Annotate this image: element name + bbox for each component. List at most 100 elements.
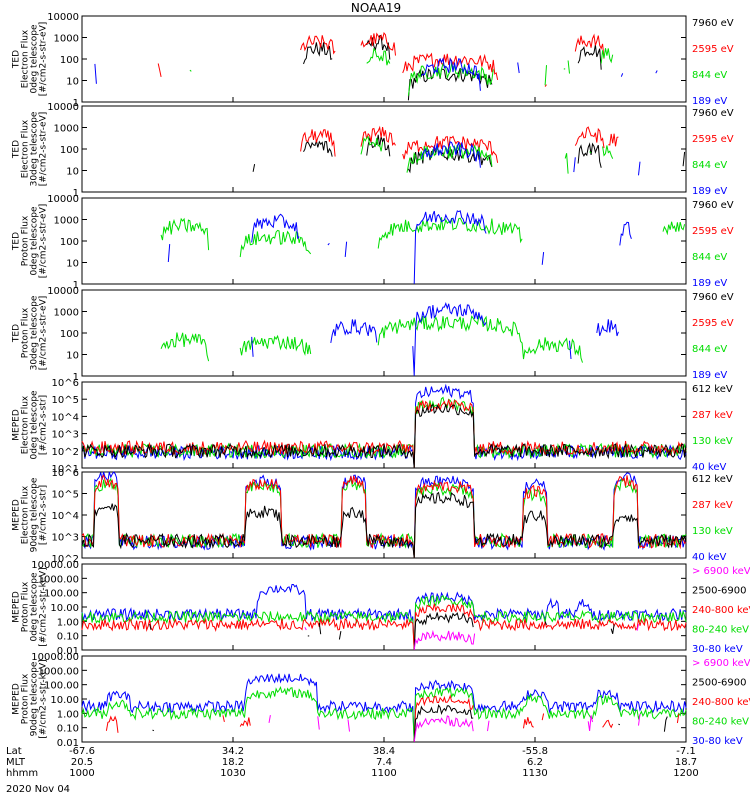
y-axis-label-line: TED	[12, 50, 22, 69]
y-axis-label: MEPEDProton Flux90deg telescope[#/cm2-s-…	[12, 659, 49, 738]
y-axis-label-line: 0deg telescope	[30, 572, 40, 642]
y-tick-label: 1000.00	[38, 666, 79, 677]
y-tick-label: 100	[60, 329, 79, 340]
legend-entry: 844 eV	[692, 252, 727, 263]
y-tick-label: 100	[60, 145, 79, 156]
series-meped-e-90-red	[81, 474, 687, 558]
y-axis-label-line: [#/cm2-s-str-eV]	[39, 204, 49, 279]
legend-entry: 844 eV	[692, 70, 727, 81]
x-tick-label: 1100	[371, 768, 396, 779]
legend-entry: 612 keV	[692, 384, 733, 395]
panel-meped-p-0: 10000.00 1000.00 100.00 10.00 1.00 0.10 0.01 ME…	[12, 560, 750, 657]
legend-entry: > 6900 keV	[692, 658, 750, 669]
series-meped-p-90-magenta	[269, 714, 680, 742]
y-tick-label: 100	[60, 237, 79, 248]
y-tick-label: 1000	[54, 216, 79, 227]
series-meped-p-90-red	[105, 694, 680, 742]
x-tick-label: 1130	[522, 768, 547, 779]
y-axis-label: TEDElectron Flux0deg telescope[#/cm2-s-s…	[12, 22, 49, 97]
x-tick-label: 7.4	[376, 757, 392, 768]
y-tick-label: 10000.00	[31, 560, 79, 571]
y-axis-label-line: [#/cm2-s-str-eV]	[39, 112, 49, 187]
y-axis-label-line: MEPED	[12, 591, 22, 623]
legend-entry: 40 keV	[692, 462, 726, 473]
series-meped-p-0-blue	[81, 584, 687, 650]
y-tick-label: 10000	[47, 286, 79, 297]
y-tick-label: 1000	[54, 308, 79, 319]
y-axis-label: MEPEDProton Flux0deg telescope[#/cm2-s-s…	[12, 567, 49, 646]
y-tick-label: 1000	[54, 124, 79, 135]
y-tick-label: 10000.00	[31, 652, 79, 663]
legend-entry: 2595 eV	[692, 318, 734, 329]
legend-entry: 7960 eV	[692, 200, 734, 211]
y-axis-label-line: [#/cm2-s-str-eV]	[39, 296, 49, 371]
y-tick-label: 10	[66, 351, 79, 362]
y-axis-label-line: Electron Flux	[21, 395, 31, 454]
chart-title: NOAA19	[351, 1, 401, 15]
panel-ted-e-30: 10000 1000 100 10 1 TEDElectron Flux30deg tel…	[12, 102, 734, 199]
x-tick-label: 1000	[69, 768, 94, 779]
y-tick-label: 1	[73, 280, 79, 291]
legend-entry: 2595 eV	[692, 226, 734, 237]
series-meped-e-0-black	[81, 403, 687, 468]
y-tick-label: 1000	[54, 34, 79, 45]
y-axis-label: TEDElectron Flux30deg telescope[#/cm2-s-…	[12, 111, 49, 186]
y-tick-label: 100.00	[44, 681, 79, 692]
y-tick-label: 100.00	[44, 589, 79, 600]
series-meped-p-0-magenta	[305, 624, 675, 650]
panel-frame	[81, 105, 687, 193]
legend-entry: 612 keV	[692, 474, 733, 485]
y-axis-label-line: Proton Flux	[21, 215, 31, 266]
legend-entry: 189 eV	[692, 278, 727, 289]
series-meped-p-90-green	[81, 686, 687, 742]
legend-entry: 240-800 keV	[692, 697, 750, 708]
x-axis-row-label: hhmm	[6, 768, 38, 779]
x-axis: Lat -67.6 34.2 38.4 -55.8 -7.1 MLT 20.5 18.2 7.4 6…	[6, 97, 699, 779]
y-tick-label: 1	[73, 98, 79, 109]
legend-entry: 844 eV	[692, 160, 727, 171]
series-meped-e-90-green	[81, 477, 687, 558]
series-ted-e-0-red	[158, 33, 683, 87]
x-tick-label: 38.4	[373, 746, 395, 757]
y-tick-label: 10	[66, 167, 79, 178]
y-tick-label: 1	[73, 372, 79, 383]
legend-entry: 7960 eV	[692, 108, 734, 119]
series-meped-p-90-blue	[81, 673, 687, 742]
legend-entry: 130 keV	[692, 436, 733, 447]
y-tick-label: 10^5	[52, 490, 79, 501]
series-ted-e-0-green	[189, 47, 614, 96]
x-axis-row-label: Lat	[6, 746, 22, 757]
x-tick-label: -55.8	[522, 746, 548, 757]
y-tick-label: 10000	[47, 194, 79, 205]
legend-entry: 287 keV	[692, 500, 733, 511]
series-meped-e-90-black	[81, 491, 687, 558]
legend-entry: 2595 eV	[692, 134, 734, 145]
y-axis-label-line: [#/cm2-s-str-keV]	[39, 659, 49, 738]
legend-entry: 189 eV	[692, 96, 727, 107]
series-meped-e-0-green	[81, 396, 687, 468]
y-axis-label-line: Proton Flux	[21, 673, 31, 724]
y-axis-label-line: Proton Flux	[21, 581, 31, 632]
legend-entry: 80-240 keV	[692, 717, 749, 728]
y-axis-label-line: MEPED	[12, 409, 22, 441]
panel-frame	[81, 15, 687, 103]
legend-entry: > 6900 keV	[692, 566, 750, 577]
y-tick-label: 10^5	[52, 395, 79, 406]
y-axis-label-line: Electron Flux	[21, 119, 31, 178]
series-ted-p-0-green	[160, 217, 686, 258]
legend-entry: 844 eV	[692, 344, 727, 355]
x-axis-row-label: MLT	[6, 757, 26, 768]
legend-entry: 7960 eV	[692, 292, 734, 303]
panel-ted-p-30: 10000 1000 100 10 1 TEDProton Flux30deg teles…	[12, 286, 734, 383]
legend-entry: 30-80 keV	[692, 644, 743, 655]
y-tick-label: 10^1	[52, 464, 79, 475]
y-axis-label-line: 30deg telescope	[30, 295, 40, 370]
x-tick-label: 18.2	[222, 757, 244, 768]
panel-frame	[81, 563, 687, 651]
y-tick-label: 10^3	[52, 430, 79, 441]
y-tick-label: 10000	[47, 12, 79, 23]
y-axis-label-line: 0deg telescope	[30, 24, 40, 94]
y-tick-label: 100	[60, 55, 79, 66]
y-tick-label: 10000	[47, 102, 79, 113]
